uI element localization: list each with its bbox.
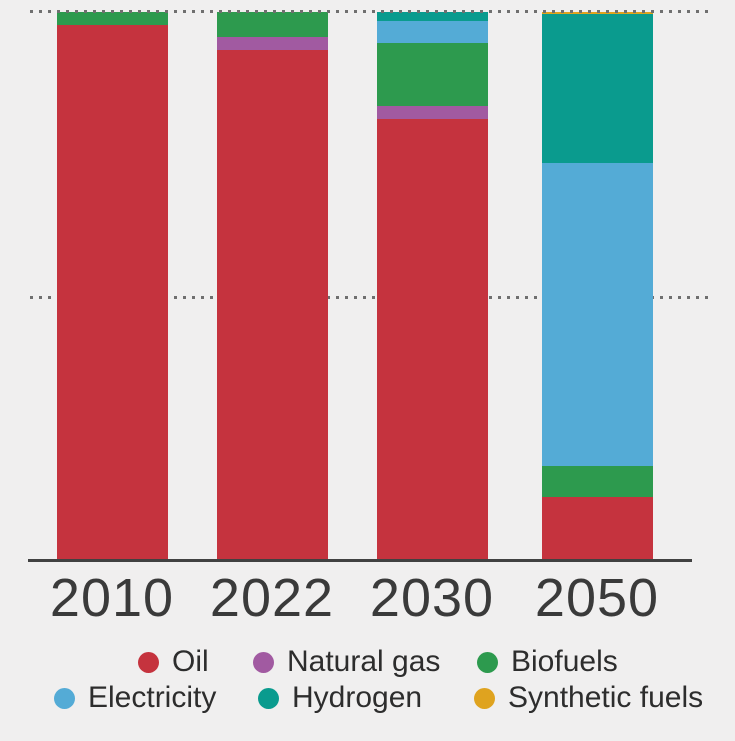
bar-2050-segment-oil	[542, 496, 653, 560]
bar-2030-segment-natural-gas	[377, 105, 488, 119]
bar-2030-segment-oil	[377, 118, 488, 560]
bar-2022-segment-natural-gas	[217, 37, 328, 51]
gridline-50pct	[30, 296, 708, 299]
hydrogen-swatch-icon	[258, 687, 279, 709]
bar-2010-segment-oil	[57, 25, 168, 560]
legend-label-oil: Oil	[172, 645, 209, 678]
legend-item-electricity: Electricity	[54, 681, 216, 715]
legend-label-biofuels: Biofuels	[511, 645, 618, 678]
legend-item-hydrogen: Hydrogen	[258, 681, 422, 715]
legend-item-biofuels: Biofuels	[477, 645, 618, 679]
legend-label-hydrogen: Hydrogen	[292, 681, 423, 714]
biofuels-swatch-icon	[477, 651, 498, 673]
bar-2050-segment-biofuels	[542, 466, 653, 497]
bar-2022-segment-biofuels	[217, 12, 328, 38]
legend-label-synthetic-fuels: Synthetic fuels	[508, 681, 704, 714]
legend-label-electricity: Electricity	[88, 681, 217, 714]
bar-2022	[217, 12, 328, 560]
oil-swatch-icon	[138, 651, 159, 673]
bar-2030-segment-electricity	[377, 20, 488, 43]
bar-2030-segment-biofuels	[377, 42, 488, 106]
bar-2030-segment-hydrogen	[377, 12, 488, 21]
legend-item-synthetic-fuels: Synthetic fuels	[474, 681, 703, 715]
bar-2010	[57, 12, 168, 560]
x-tick-2050: 2050	[534, 568, 660, 628]
electricity-swatch-icon	[54, 687, 75, 709]
bar-2010-segment-biofuels	[57, 12, 168, 26]
legend-item-oil: Oil	[138, 645, 209, 679]
gridline-100pct	[30, 10, 708, 13]
bar-2022-segment-oil	[217, 50, 328, 560]
x-tick-2010: 2010	[49, 568, 175, 628]
bar-2050-segment-electricity	[542, 162, 653, 467]
bar-2030	[377, 12, 488, 560]
x-tick-2030: 2030	[369, 568, 495, 628]
bar-2050-segment-hydrogen	[542, 14, 653, 163]
x-axis-line	[28, 559, 692, 562]
legend-label-natural-gas: Natural gas	[287, 645, 441, 678]
legend-item-natural-gas: Natural gas	[253, 645, 440, 679]
bar-2050-segment-synthetic-fuels	[542, 12, 653, 15]
bar-2050	[542, 12, 653, 560]
synthetic-fuels-swatch-icon	[474, 687, 495, 709]
x-tick-2022: 2022	[209, 568, 335, 628]
natural-gas-swatch-icon	[253, 651, 274, 673]
